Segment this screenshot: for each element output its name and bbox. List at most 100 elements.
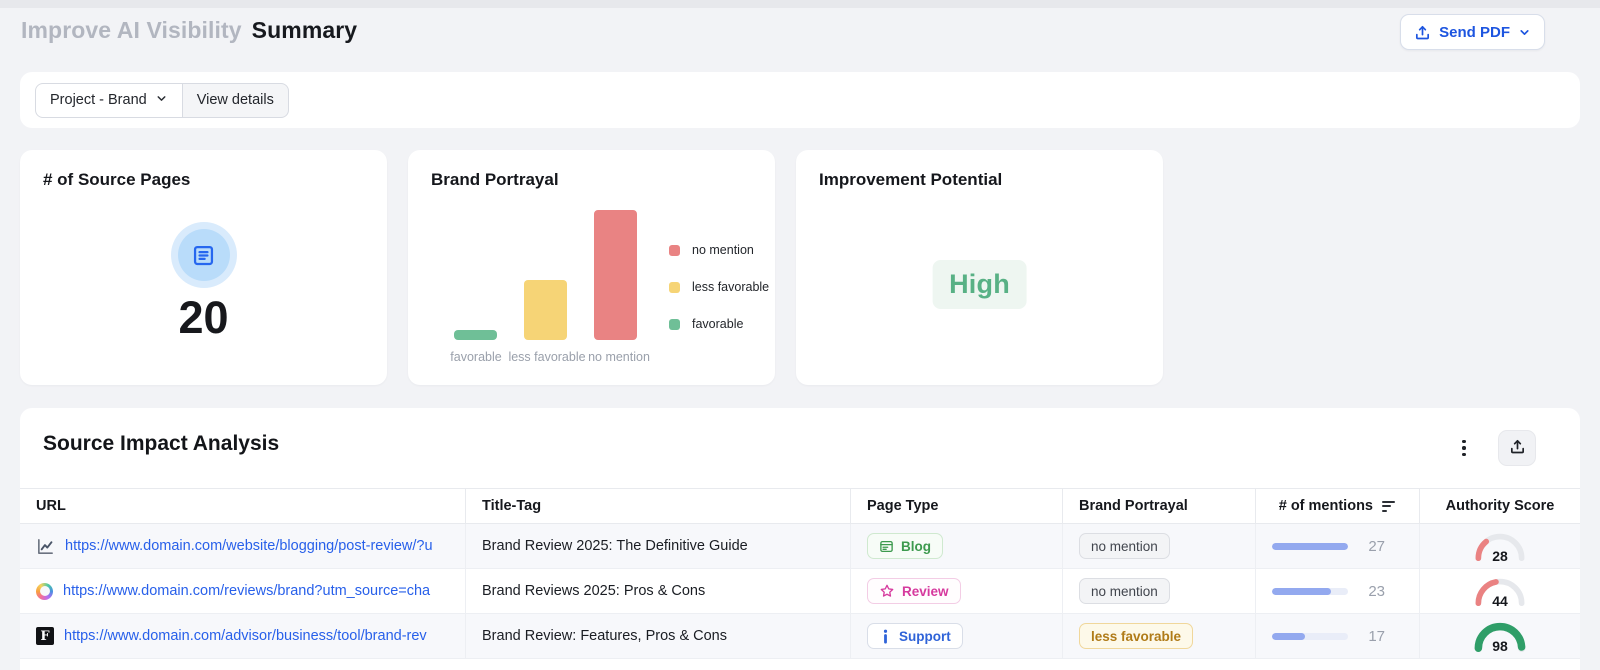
- mentions-cell: 27: [1255, 524, 1419, 568]
- authority-score-value: 98: [1492, 638, 1508, 654]
- project-selector-label: Project - Brand: [50, 92, 147, 108]
- x-tick-label: less favorable: [508, 350, 586, 364]
- blog-window-icon: [879, 539, 894, 554]
- authority-score-gauge: 28: [1472, 530, 1528, 564]
- source-impact-analysis-card: Source Impact Analysis URL Title-Tag Pag…: [20, 408, 1580, 670]
- legend-label: no mention: [692, 243, 754, 257]
- brand-portrayal-cell: no mention: [1062, 569, 1255, 613]
- column-header-title-tag: Title-Tag: [465, 489, 850, 523]
- table-header-row: URL Title-Tag Page Type Brand Portrayal …: [20, 488, 1580, 524]
- page-type-label: Support: [899, 628, 951, 644]
- page-title: Improve AI Visibility Summary: [21, 17, 357, 44]
- mentions-value: 23: [1368, 582, 1385, 600]
- chevron-down-icon: [155, 92, 168, 109]
- export-button[interactable]: [1498, 430, 1536, 466]
- page-type-badge[interactable]: Review: [867, 578, 961, 604]
- improvement-potential-card-title: Improvement Potential: [819, 170, 1003, 189]
- toolbar: Project - Brand View details: [20, 72, 1580, 128]
- page-type-cell: Support: [850, 614, 1062, 658]
- legend-item: less favorable: [669, 280, 769, 294]
- source-pages-count: 20: [178, 292, 229, 343]
- mentions-bar: [1272, 587, 1348, 595]
- mentions-bar: [1272, 542, 1348, 550]
- send-pdf-label: Send PDF: [1439, 23, 1510, 41]
- page-type-cell: Review: [850, 569, 1062, 613]
- x-tick-label: no mention: [588, 350, 650, 364]
- project-segmented-control: Project - Brand View details: [35, 82, 289, 118]
- legend-label: favorable: [692, 317, 744, 331]
- legend-label: less favorable: [692, 280, 770, 294]
- mentions-cell: 17: [1255, 614, 1419, 658]
- url-cell: https://www.domain.com/reviews/brand?utm…: [20, 569, 465, 613]
- table-row: https://www.domain.com/reviews/brand?utm…: [20, 569, 1580, 614]
- url-cell: https://www.domain.com/website/blogging/…: [20, 524, 465, 568]
- title-tag-cell: Brand Review 2025: The Definitive Guide: [465, 524, 850, 568]
- chevron-down-icon: [1518, 26, 1531, 39]
- source-impact-analysis-title: Source Impact Analysis: [43, 432, 280, 455]
- page-type-cell: Blog: [850, 524, 1062, 568]
- brand-portrayal-badge: no mention: [1079, 533, 1170, 559]
- brand-portrayal-card-title: Brand Portrayal: [431, 170, 559, 189]
- authority-score-cell: 28: [1419, 524, 1580, 568]
- bar-favorable: [454, 330, 497, 340]
- page-type-badge[interactable]: Support: [867, 623, 963, 649]
- view-details-button[interactable]: View details: [181, 82, 289, 118]
- legend-swatch: [669, 318, 680, 330]
- title-tag-cell: Brand Review: Features, Pros & Cons: [465, 614, 850, 658]
- sort-icon: [1382, 500, 1395, 512]
- bar-chart: [454, 210, 686, 340]
- authority-score-gauge: 44: [1472, 575, 1528, 609]
- send-pdf-button[interactable]: Send PDF: [1400, 14, 1545, 50]
- export-icon: [1509, 438, 1526, 458]
- page-type-label: Blog: [901, 538, 931, 554]
- improvement-potential-card: Improvement Potential High: [796, 150, 1163, 385]
- star-icon: [879, 583, 895, 599]
- brand-portrayal-cell: less favorable: [1062, 614, 1255, 658]
- legend-item: favorable: [669, 317, 769, 331]
- brand-portrayal-cell: no mention: [1062, 524, 1255, 568]
- brand-portrayal-badge: less favorable: [1079, 623, 1194, 649]
- mentions-value: 17: [1368, 627, 1385, 645]
- window-top-strip: [0, 0, 1600, 8]
- authority-score-cell: 44: [1419, 569, 1580, 613]
- bar-chart-legend: no mention less favorable favorable: [669, 243, 769, 354]
- bar-less-favorable: [524, 280, 567, 340]
- page-title-current: Summary: [251, 17, 358, 43]
- source-pages-card-title: # of Source Pages: [43, 170, 191, 189]
- document-icon: [177, 229, 230, 281]
- improvement-potential-value: High: [932, 260, 1027, 309]
- mentions-cell: 23: [1255, 569, 1419, 613]
- project-selector-dropdown[interactable]: Project - Brand: [35, 82, 183, 118]
- page-title-prefix: Improve AI Visibility: [21, 17, 242, 43]
- source-url-link[interactable]: https://www.domain.com/website/blogging/…: [65, 538, 433, 554]
- page-type-badge[interactable]: Blog: [867, 533, 943, 559]
- legend-swatch: [669, 244, 680, 256]
- table-row: https://www.domain.com/website/blogging/…: [20, 524, 1580, 569]
- colorful-ring-icon: [36, 582, 53, 600]
- source-url-link[interactable]: https://www.domain.com/advisor/business/…: [64, 628, 427, 644]
- authority-score-value: 44: [1492, 593, 1508, 609]
- column-header-page-type: Page Type: [850, 489, 1062, 523]
- brand-portrayal-badge: no mention: [1079, 578, 1170, 604]
- legend-swatch: [669, 281, 680, 293]
- column-header-authority-score: Authority Score: [1419, 489, 1580, 523]
- column-header-mentions-label: # of mentions: [1278, 498, 1373, 514]
- authority-score-value: 28: [1492, 548, 1508, 564]
- source-impact-table: URL Title-Tag Page Type Brand Portrayal …: [20, 488, 1580, 659]
- brand-portrayal-card: Brand Portrayal favorable less favorable n…: [408, 150, 775, 385]
- upload-icon: [1414, 24, 1431, 41]
- column-header-mentions[interactable]: # of mentions: [1255, 489, 1419, 523]
- authority-score-cell: 98: [1419, 614, 1580, 658]
- page-type-label: Review: [902, 583, 949, 599]
- forbes-f-icon: F: [36, 627, 54, 645]
- title-tag-cell: Brand Reviews 2025: Pros & Cons: [465, 569, 850, 613]
- line-chart-icon: [36, 537, 55, 556]
- source-url-link[interactable]: https://www.domain.com/reviews/brand?utm…: [63, 583, 431, 599]
- column-header-url: URL: [36, 498, 66, 514]
- kebab-menu-icon[interactable]: [1454, 437, 1474, 459]
- bar-no-mention: [594, 210, 637, 340]
- authority-score-gauge: 98: [1472, 620, 1528, 654]
- column-header-brand-portrayal: Brand Portrayal: [1062, 489, 1255, 523]
